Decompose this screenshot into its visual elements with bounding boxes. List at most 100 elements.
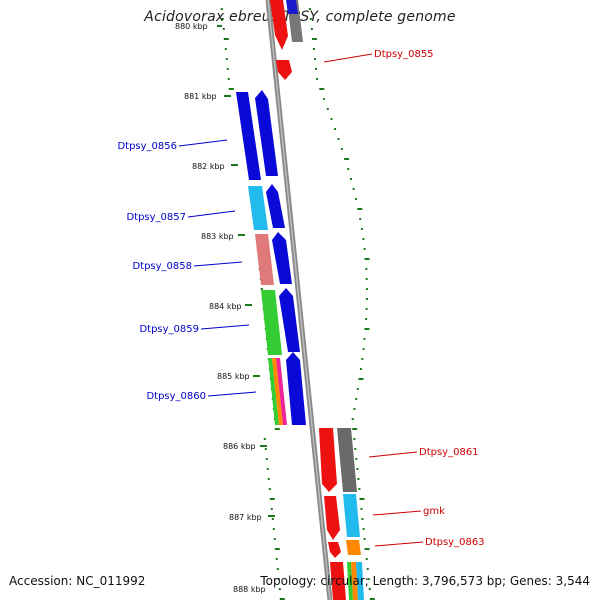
track-dot xyxy=(353,408,356,410)
track-dot xyxy=(220,8,223,10)
track-dot xyxy=(362,238,365,240)
track-dot xyxy=(352,428,358,430)
label-dtpsy-0863: Dtpsy_0863 xyxy=(425,537,485,548)
gene-dtpsy-0860-d xyxy=(286,352,306,425)
track-dot xyxy=(361,358,364,360)
track-dot xyxy=(277,578,280,580)
label-dtpsy-0859: Dtpsy_0859 xyxy=(139,324,199,335)
track-dot xyxy=(362,528,365,530)
track-dot xyxy=(355,398,358,400)
leader-line xyxy=(374,541,424,547)
kbp-label: 884 kbp xyxy=(209,302,242,311)
track-dot xyxy=(358,378,364,380)
track-dot xyxy=(279,598,285,600)
track-dot xyxy=(355,198,358,200)
track-dot xyxy=(263,438,266,440)
track-dot xyxy=(354,448,357,450)
track-dot xyxy=(273,538,276,540)
track-dot xyxy=(365,298,368,300)
track-dot xyxy=(275,558,278,560)
track-dot xyxy=(310,28,313,30)
track-dot xyxy=(337,138,340,140)
track-dot xyxy=(276,568,279,570)
kbp-label: 881 kbp xyxy=(184,92,217,101)
track-dot xyxy=(227,78,230,80)
track-dot xyxy=(352,188,355,190)
track-dot xyxy=(334,128,337,130)
track-dot xyxy=(358,488,361,490)
gene-dtpsy-0856-b xyxy=(255,90,278,176)
leader-line xyxy=(372,510,422,516)
gene-dtpsy-0861-b xyxy=(337,428,357,492)
track-dot xyxy=(356,388,359,390)
track-dot xyxy=(270,508,273,510)
leader-line xyxy=(178,139,228,147)
accession-text: Accession: NC_011992 xyxy=(9,574,146,588)
track-dot xyxy=(221,18,224,20)
track-dot xyxy=(271,518,274,520)
gene-block-top xyxy=(270,0,303,80)
label-dtpsy-0857: Dtpsy_0857 xyxy=(126,212,186,223)
track-dot xyxy=(369,598,375,600)
track-dot xyxy=(357,208,363,210)
kbp-scale: 880 kbp 881 kbp 882 kbp 883 kbp 884 kbp … xyxy=(175,22,275,594)
track-dot xyxy=(313,48,315,50)
gene-gmk-a xyxy=(324,496,340,540)
label-dtpsy-0861: Dtpsy_0861 xyxy=(419,447,479,458)
track-dot xyxy=(224,48,227,50)
track-dot xyxy=(326,108,329,110)
track-dot xyxy=(315,68,317,70)
label-dtpsy-0856: Dtpsy_0856 xyxy=(117,141,177,152)
track-dot xyxy=(364,328,370,330)
track-dot xyxy=(311,38,317,40)
track-dot xyxy=(359,368,362,370)
gene-dtpsy-0858-b xyxy=(272,232,292,284)
track-dot xyxy=(362,348,365,350)
gene-arrow xyxy=(270,0,288,50)
track-dot xyxy=(365,558,368,560)
label-dtpsy-0855: Dtpsy_0855 xyxy=(374,49,434,60)
track-dot xyxy=(278,588,281,590)
kbp-label: 883 kbp xyxy=(201,232,234,241)
track-dot xyxy=(365,268,368,270)
gene-bottom-c xyxy=(351,562,358,600)
track-dot xyxy=(264,448,267,450)
track-dot xyxy=(351,418,354,420)
track-dot xyxy=(367,578,370,580)
label-gmk: gmk xyxy=(423,506,445,517)
track-dot xyxy=(360,508,363,510)
gene-arrow xyxy=(276,60,292,80)
label-dtpsy-0860: Dtpsy_0860 xyxy=(146,391,206,402)
track-dot xyxy=(260,288,263,290)
label-dtpsy-0858: Dtpsy_0858 xyxy=(132,261,192,272)
track-dot xyxy=(363,538,366,540)
genome-backbone-highlight xyxy=(267,0,331,600)
track-dot xyxy=(347,168,350,170)
gene-dtpsy-0863 xyxy=(346,540,361,555)
leader-line xyxy=(323,53,373,63)
left-gene-labels: Dtpsy_0856 Dtpsy_0857 Dtpsy_0858 Dtpsy_0… xyxy=(117,139,257,402)
gene-block-left xyxy=(236,90,306,425)
gene-dtpsy-0860-c xyxy=(276,358,287,425)
track-dot xyxy=(222,28,225,30)
leader-line xyxy=(193,261,243,267)
gene-dtpsy-0858 xyxy=(255,234,274,285)
kbp-label: 886 kbp xyxy=(223,442,256,451)
track-dot xyxy=(364,258,370,260)
track-dot xyxy=(319,88,325,90)
topology-text: Topology: circular; Length: 3,796,573 bp… xyxy=(260,574,590,588)
gene-dtpsy-0860-a xyxy=(268,358,279,425)
right-dotted-track xyxy=(308,8,375,600)
leader-line xyxy=(207,391,257,397)
right-gene-labels: Dtpsy_0855 Dtpsy_0861 gmk Dtpsy_0863 xyxy=(323,49,485,548)
track-dot xyxy=(266,468,269,470)
track-dot xyxy=(366,568,369,570)
gene-dtpsy-0859 xyxy=(261,290,282,355)
track-dot xyxy=(364,548,370,550)
track-dot xyxy=(356,468,359,470)
gene-dtpsy-0863-a xyxy=(328,542,341,558)
track-dot xyxy=(359,218,362,220)
track-dot xyxy=(350,178,352,180)
gene-gmk xyxy=(343,494,360,537)
